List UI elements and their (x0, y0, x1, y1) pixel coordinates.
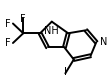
Text: F: F (20, 14, 26, 24)
Text: NH: NH (44, 26, 59, 36)
Text: I: I (64, 67, 67, 77)
Text: F: F (4, 38, 10, 48)
Text: F: F (4, 19, 10, 29)
Text: N: N (100, 37, 108, 47)
